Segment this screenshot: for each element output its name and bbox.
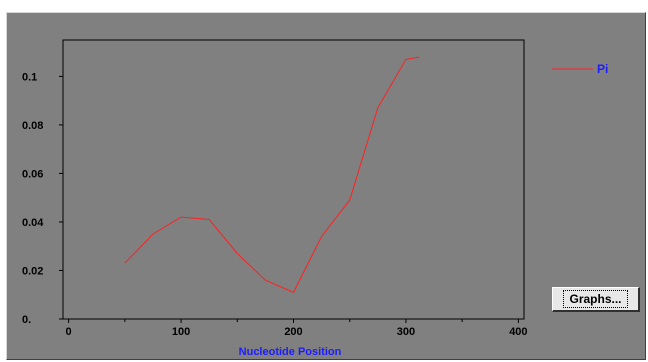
chart-panel [6,12,646,360]
series-line-pi [124,56,420,293]
x-tick-label: 100 [172,326,190,338]
plot-area-frame [62,39,525,320]
y-tick-label: 0. [22,314,31,326]
x-tick-label: 300 [397,326,415,338]
legend: Pi [552,62,608,76]
y-tick-label: 0.04 [22,217,44,229]
y-tick-label: 0.08 [22,120,43,132]
graphs-button[interactable]: Graphs... [552,287,640,312]
y-tick-label: 0.1 [22,71,37,83]
legend-label-pi: Pi [597,62,608,76]
graphs-button-label: Graphs... [563,290,628,308]
x-axis: 0 100 200 300 400 [66,319,528,338]
y-tick-label: 0.02 [22,265,43,277]
x-tick-label: 200 [284,326,302,338]
x-tick-label: 0 [66,326,72,338]
x-tick-label: 400 [509,326,527,338]
series-layer [124,56,420,293]
x-axis-label: Nucleotide Position [239,346,342,358]
y-tick-label: 0.06 [22,168,43,180]
y-axis: 0. 0.02 0.04 0.06 0.08 0.1 [22,71,63,326]
